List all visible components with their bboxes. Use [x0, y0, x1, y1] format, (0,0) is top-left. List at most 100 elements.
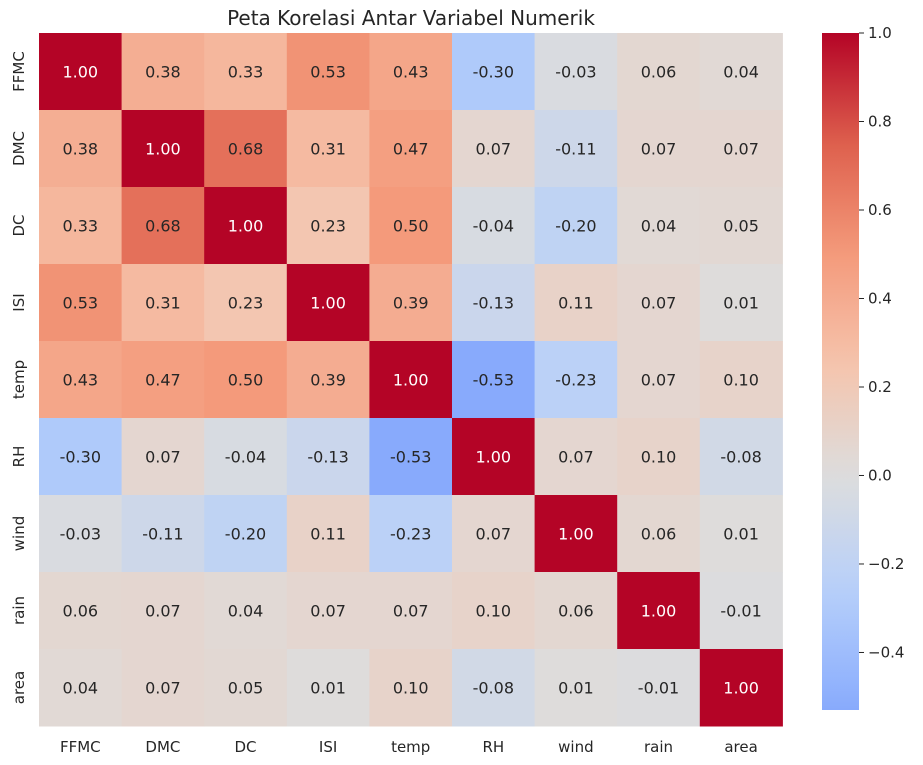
heatmap-cell-label-RH-temp: -0.53: [390, 448, 431, 467]
y-tick-label-rain: rain: [10, 596, 28, 625]
x-tick-label-DC: DC: [234, 738, 256, 756]
heatmap-cell-wind-DC: [204, 495, 288, 573]
heatmap-cell-DC-wind: [534, 187, 618, 265]
x-tick-label-area: area: [724, 738, 757, 756]
heatmap-cell-temp-RH: [452, 341, 536, 419]
heatmap-cell-wind-wind: [534, 495, 618, 573]
heatmap-cell-RH-DMC: [121, 418, 205, 496]
heatmap-cell-label-ISI-FFMC: 0.53: [62, 294, 98, 313]
heatmap-cell-temp-temp: [369, 341, 453, 419]
heatmap-cell-label-area-temp: 0.10: [393, 679, 429, 698]
heatmap-cell-label-RH-RH: 1.00: [475, 448, 511, 467]
heatmap-cell-label-DC-temp: 0.50: [393, 217, 429, 236]
heatmap-cell-ISI-DC: [204, 264, 288, 342]
heatmap-cell-FFMC-area: [699, 33, 783, 111]
heatmap-cell-FFMC-DMC: [121, 33, 205, 111]
heatmap-cell-RH-ISI: [286, 418, 370, 496]
heatmap-cell-area-DMC: [121, 649, 205, 727]
heatmap-cell-DC-DC: [204, 187, 288, 265]
heatmap-cell-area-wind: [534, 649, 618, 727]
heatmap-cell-label-DC-DMC: 0.68: [145, 217, 181, 236]
heatmap-cell-RH-temp: [369, 418, 453, 496]
heatmap-cell-RH-RH: [452, 418, 536, 496]
colorbar-tick-label-2: 0.6: [868, 201, 892, 219]
heatmap-cell-label-DMC-DMC: 1.00: [145, 140, 181, 159]
heatmap-cell-label-rain-RH: 0.10: [475, 602, 511, 621]
heatmap-cell-label-rain-DMC: 0.07: [145, 602, 181, 621]
heatmap-cell-FFMC-ISI: [286, 33, 370, 111]
heatmap-cell-label-DC-area: 0.05: [723, 217, 759, 236]
heatmap-cell-rain-rain: [617, 572, 701, 650]
heatmap-cell-label-FFMC-area: 0.04: [723, 63, 759, 82]
heatmap-cell-temp-DC: [204, 341, 288, 419]
heatmap-cells: 1.00 0.38 0.33 0.53 0.43 -0.30 -0.03 0.06 0.04 0.…: [39, 33, 783, 727]
chart-title: Peta Korelasi Antar Variabel Numerik: [227, 6, 595, 30]
heatmap-cell-label-wind-area: 0.01: [723, 525, 759, 544]
heatmap-cell-temp-ISI: [286, 341, 370, 419]
heatmap-cell-label-RH-wind: 0.07: [558, 448, 594, 467]
heatmap-cell-DMC-rain: [617, 110, 701, 188]
y-tick-label-FFMC: FFMC: [10, 51, 28, 92]
heatmap-cell-ISI-rain: [617, 264, 701, 342]
heatmap-cell-label-temp-area: 0.10: [723, 371, 759, 390]
y-tick-label-wind: wind: [10, 516, 28, 551]
heatmap-cell-label-temp-rain: 0.07: [641, 371, 677, 390]
heatmap-cell-label-DC-ISI: 0.23: [310, 217, 346, 236]
heatmap-cell-label-area-area: 1.00: [723, 679, 759, 698]
heatmap-cell-label-area-wind: 0.01: [558, 679, 594, 698]
heatmap-cell-RH-area: [699, 418, 783, 496]
heatmap-cell-wind-ISI: [286, 495, 370, 573]
y-tick-label-area: area: [10, 671, 28, 704]
y-tick-label-DC: DC: [10, 214, 28, 236]
y-tick-label-ISI: ISI: [10, 293, 28, 311]
heatmap-cell-label-DMC-DC: 0.68: [228, 140, 264, 159]
heatmap-cell-label-rain-rain: 1.00: [641, 602, 677, 621]
heatmap-cell-label-area-DMC: 0.07: [145, 679, 181, 698]
heatmap-cell-FFMC-DC: [204, 33, 288, 111]
heatmap-cell-label-rain-area: -0.01: [720, 602, 761, 621]
heatmap-cell-rain-DC: [204, 572, 288, 650]
colorbar-tick-label-3: 0.4: [868, 289, 892, 307]
heatmap-cell-label-FFMC-RH: -0.30: [473, 63, 514, 82]
colorbar-tick-label-5: 0.0: [868, 466, 892, 484]
colorbar-tick-label-7: −0.4: [868, 643, 904, 661]
heatmap-cell-DMC-FFMC: [39, 110, 123, 188]
heatmap-cell-temp-FFMC: [39, 341, 123, 419]
heatmap-cell-RH-DC: [204, 418, 288, 496]
heatmap-cell-FFMC-rain: [617, 33, 701, 111]
heatmap-cell-wind-area: [699, 495, 783, 573]
heatmap-cell-area-DC: [204, 649, 288, 727]
heatmap-cell-label-area-FFMC: 0.04: [62, 679, 98, 698]
heatmap-cell-label-wind-DC: -0.20: [225, 525, 266, 544]
heatmap-cell-label-wind-RH: 0.07: [475, 525, 511, 544]
heatmap-cell-label-DMC-rain: 0.07: [641, 140, 677, 159]
heatmap-cell-wind-rain: [617, 495, 701, 573]
x-tick-label-temp: temp: [391, 738, 430, 756]
heatmap-cell-rain-temp: [369, 572, 453, 650]
heatmap-cell-label-FFMC-FFMC: 1.00: [62, 63, 98, 82]
heatmap-cell-label-ISI-DC: 0.23: [228, 294, 264, 313]
heatmap-cell-label-temp-wind: -0.23: [555, 371, 596, 390]
heatmap-cell-wind-DMC: [121, 495, 205, 573]
heatmap-cell-DMC-DMC: [121, 110, 205, 188]
heatmap-cell-label-wind-temp: -0.23: [390, 525, 431, 544]
heatmap-cell-RH-rain: [617, 418, 701, 496]
heatmap-cell-label-wind-ISI: 0.11: [310, 525, 346, 544]
heatmap-cell-label-FFMC-wind: -0.03: [555, 63, 596, 82]
heatmap-cell-DMC-temp: [369, 110, 453, 188]
heatmap-cell-area-RH: [452, 649, 536, 727]
heatmap-cell-label-RH-DMC: 0.07: [145, 448, 181, 467]
x-tick-label-wind: wind: [558, 738, 593, 756]
x-axis-ticks: FFMC DMC DC ISI temp RH wind rain area: [60, 738, 758, 756]
heatmap-cell-label-FFMC-ISI: 0.53: [310, 63, 346, 82]
heatmap-cell-label-wind-rain: 0.06: [641, 525, 677, 544]
heatmap-cell-temp-area: [699, 341, 783, 419]
heatmap-cell-label-ISI-temp: 0.39: [393, 294, 429, 313]
heatmap-cell-area-ISI: [286, 649, 370, 727]
heatmap-cell-DC-DMC: [121, 187, 205, 265]
heatmap-cell-label-area-ISI: 0.01: [310, 679, 346, 698]
heatmap-cell-label-ISI-DMC: 0.31: [145, 294, 181, 313]
heatmap-cell-area-FFMC: [39, 649, 123, 727]
colorbar-tick-label-1: 0.8: [868, 113, 892, 131]
heatmap-cell-label-DMC-FFMC: 0.38: [62, 140, 98, 159]
